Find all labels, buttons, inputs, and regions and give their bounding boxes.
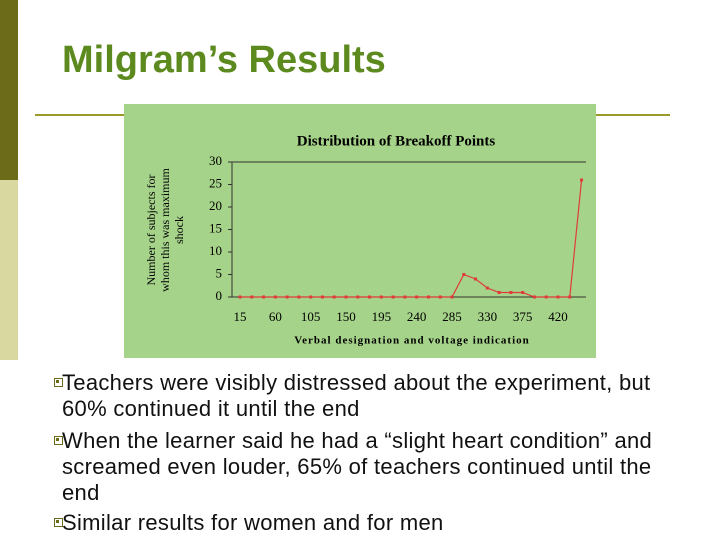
point — [332, 295, 336, 299]
point — [391, 295, 395, 299]
x-axis-label: Verbal designation and voltage indicatio… — [294, 335, 530, 347]
bullet: Similar results for women and for men — [54, 510, 672, 536]
bullet-icon — [54, 378, 63, 387]
x-tick-label: 150 — [336, 309, 356, 324]
x-tick-label: 285 — [442, 309, 462, 324]
point — [273, 295, 277, 299]
point — [368, 295, 372, 299]
slide-title: Milgram’s Results — [62, 39, 386, 81]
point — [320, 295, 324, 299]
point — [250, 295, 254, 299]
y-tick-label: 25 — [209, 175, 222, 190]
point — [238, 295, 242, 299]
point — [285, 295, 289, 299]
series-line — [240, 179, 583, 298]
point — [568, 295, 572, 299]
point — [509, 291, 513, 294]
y-tick-label: 5 — [216, 265, 223, 280]
y-tick-label: 0 — [216, 288, 223, 303]
plot: Number of subjects for whom this was maxi… — [144, 153, 584, 324]
x-tick-label: 330 — [478, 309, 498, 324]
point — [309, 295, 313, 299]
y-tick-label: 15 — [209, 220, 222, 235]
x-tick-label: 105 — [301, 309, 321, 324]
point — [556, 295, 560, 299]
x-tick-label: 375 — [513, 309, 533, 324]
point — [262, 295, 266, 299]
point — [403, 295, 407, 299]
chart-title: Distribution of Breakoff Points — [297, 133, 496, 149]
point — [438, 295, 442, 299]
point — [485, 286, 489, 290]
point — [426, 295, 430, 299]
point — [379, 295, 383, 299]
x-tick-label: 15 — [234, 309, 247, 324]
point — [415, 295, 419, 299]
x-tick-label: 195 — [372, 309, 392, 324]
point — [521, 291, 525, 294]
bullet-icon — [54, 518, 63, 527]
point — [344, 295, 348, 299]
chart-bg — [124, 104, 596, 358]
point — [544, 295, 548, 299]
bullet-text: When the learner said he had a “slight h… — [62, 428, 653, 505]
y-axis-label: Number of subjects for — [144, 175, 158, 286]
bullet-icon — [54, 436, 63, 445]
point — [580, 178, 584, 182]
x-tick-label: 240 — [407, 309, 427, 324]
y-axis-label: shock — [172, 216, 186, 244]
x-tick-label: 60 — [269, 309, 282, 324]
point — [297, 295, 301, 299]
point — [474, 277, 478, 281]
side-bar — [0, 0, 18, 180]
bullet: When the learner said he had a “slight h… — [54, 428, 672, 506]
bullet-text: Teachers were visibly distressed about t… — [62, 370, 651, 421]
y-tick-label: 30 — [209, 153, 222, 168]
bullet: Teachers were visibly distressed about t… — [54, 370, 672, 422]
x-tick-label: 420 — [548, 309, 568, 324]
point — [462, 273, 466, 276]
y-axis-label: whom this was maximum — [158, 168, 172, 292]
bullet-text: Similar results for women and for men — [62, 510, 444, 535]
point — [356, 295, 360, 299]
side-bar — [0, 180, 18, 360]
point — [450, 295, 454, 299]
point — [532, 295, 536, 299]
y-tick-label: 10 — [209, 243, 222, 258]
y-tick-label: 20 — [209, 198, 222, 213]
point — [497, 291, 501, 294]
